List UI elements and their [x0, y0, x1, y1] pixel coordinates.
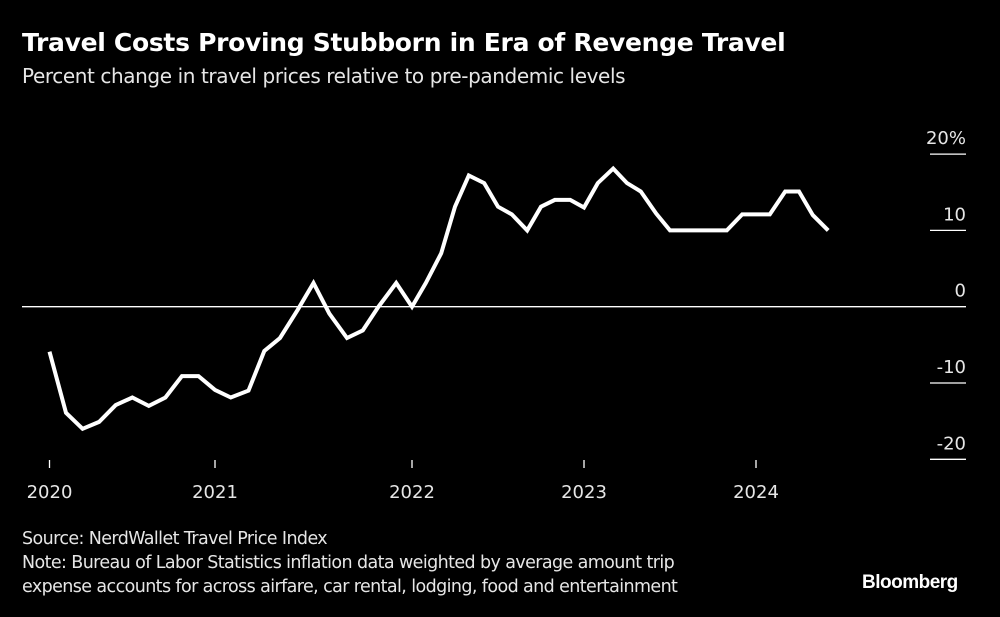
y-tick-label: -10 — [937, 357, 966, 378]
series-line — [47, 165, 830, 432]
x-tick-label: 2022 — [389, 482, 435, 503]
footnote-line-1: Note: Bureau of Labor Statistics inflati… — [22, 553, 675, 573]
y-tick-label: 0 — [955, 281, 966, 302]
y-tick-label: -20 — [937, 433, 966, 454]
source-note: Source: NerdWallet Travel Price Index — [22, 529, 328, 549]
footnote-line-2: expense accounts for across airfare, car… — [22, 577, 678, 597]
x-tick-label: 2020 — [27, 482, 73, 503]
chart-subtitle: Percent change in travel prices relative… — [22, 64, 626, 88]
y-tick-label: 20% — [926, 128, 966, 149]
bloomberg-logo: Bloomberg — [862, 572, 958, 593]
x-tick-label: 2021 — [192, 482, 238, 503]
x-tick-label: 2023 — [561, 482, 607, 503]
chart-title: Travel Costs Proving Stubborn in Era of … — [22, 28, 786, 57]
y-tick-label: 10 — [943, 204, 966, 225]
x-tick-label: 2024 — [733, 482, 779, 503]
